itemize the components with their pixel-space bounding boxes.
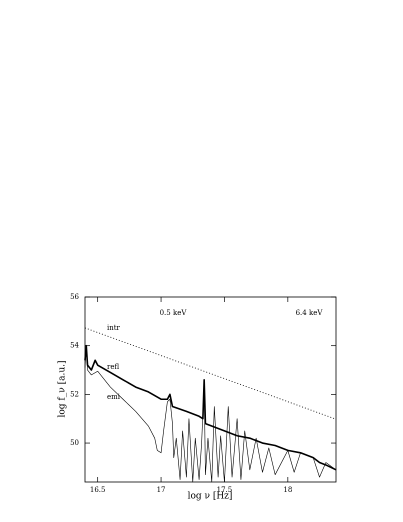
series-line — [84, 344, 337, 471]
series-label: intr — [107, 324, 121, 332]
series-line — [84, 327, 337, 420]
series-line — [84, 347, 337, 483]
x-tick-label: 17 — [157, 486, 166, 494]
y-tick-label: 52 — [70, 390, 79, 398]
series-label: refl — [107, 363, 119, 371]
x-tick-label: 18 — [283, 486, 292, 494]
y-tick-label: 56 — [70, 293, 79, 301]
y-tick-label: 50 — [70, 439, 79, 447]
plot-frame — [84, 296, 337, 483]
y-axis-title: log f_ν [a.u.] — [58, 361, 68, 418]
y-tick-label: 54 — [70, 342, 79, 350]
annotation: 6.4 keV — [296, 309, 324, 317]
x-tick-label: 16.5 — [90, 486, 106, 494]
x-axis-title: log ν [Hz] — [188, 492, 233, 502]
x-tick-label: 17.5 — [217, 486, 233, 494]
annotation: 0.5 keV — [160, 309, 188, 317]
series-label: emi — [107, 393, 121, 401]
